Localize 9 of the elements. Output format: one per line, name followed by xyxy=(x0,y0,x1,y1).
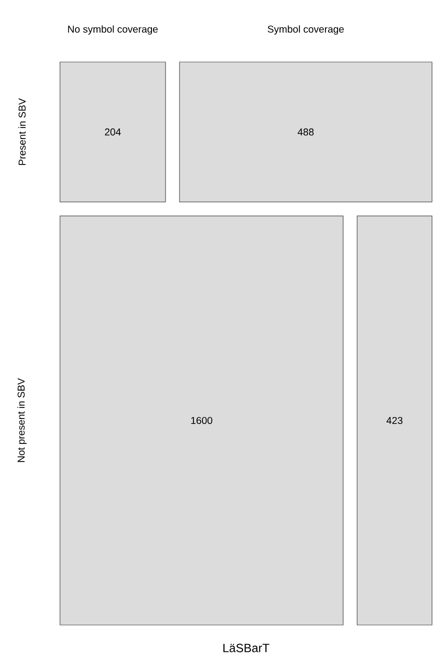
x-axis-title: LäSBarT xyxy=(223,644,270,652)
data-label: 423 xyxy=(386,416,402,424)
y-tick-label: Not present in SBV xyxy=(17,378,27,462)
x-tick-label: Symbol coverage xyxy=(268,25,344,35)
data-label: 204 xyxy=(104,128,121,136)
y-tick-label: Present in SBV xyxy=(18,98,26,165)
x-tick-label: No symbol coverage xyxy=(68,25,158,35)
data-label: 488 xyxy=(298,128,314,136)
data-label: 1600 xyxy=(191,416,212,424)
